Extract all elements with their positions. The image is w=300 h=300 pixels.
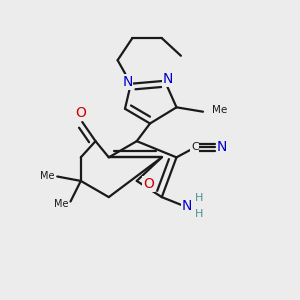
Text: Me: Me: [212, 105, 227, 115]
Text: N: N: [122, 75, 133, 89]
Text: O: O: [75, 106, 86, 120]
Text: C: C: [191, 142, 199, 152]
Text: H: H: [194, 209, 203, 219]
Text: N: N: [217, 140, 227, 154]
Text: N: N: [163, 72, 173, 86]
Text: O: O: [143, 177, 154, 191]
Text: N: N: [182, 199, 192, 213]
Text: H: H: [194, 193, 203, 203]
Text: Me: Me: [54, 200, 68, 209]
Text: Me: Me: [40, 171, 55, 181]
